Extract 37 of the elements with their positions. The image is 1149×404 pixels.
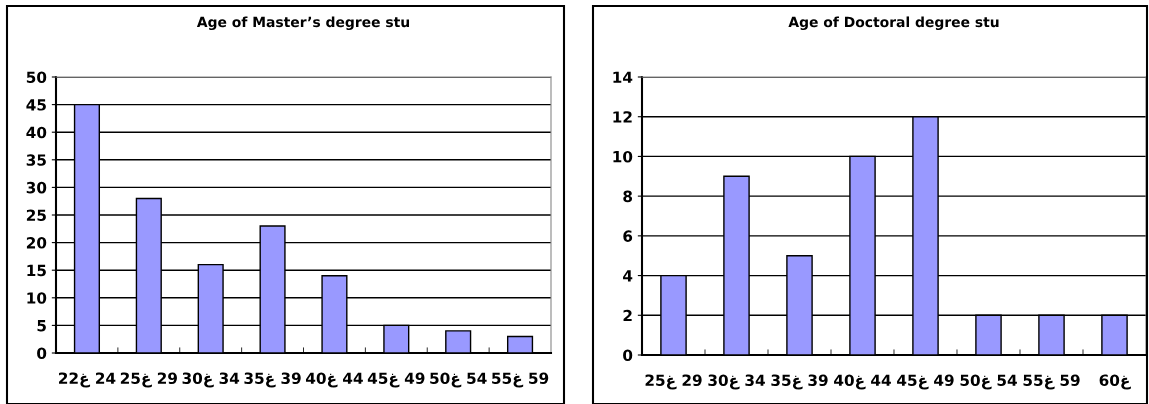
y-tick-label: 25 [26, 209, 46, 222]
x-tick-label: 40غ 44 [834, 374, 891, 390]
y-tick-label: 30 [26, 181, 47, 194]
y-tick-label: 5 [37, 320, 46, 332]
y-tick-label: 10 [27, 292, 47, 304]
y-tick-label: 50 [26, 71, 47, 84]
y-tick-label: 15 [27, 264, 46, 277]
x-tick-label: 35غ 39 [771, 374, 828, 390]
x-tick-label: 30غ 34 [708, 374, 765, 390]
chart-title: Age of Master’s degree stu [196, 16, 409, 30]
x-tick-label: 55غ 59 [492, 372, 549, 388]
x-tick-label: 45غ 49 [897, 374, 954, 390]
y-tick-label: 45 [26, 99, 46, 111]
y-tick-label: 2 [623, 309, 632, 322]
y-tick-label: 0 [623, 349, 633, 362]
y-tick-label: 8 [623, 190, 633, 203]
x-tick-label: 30غ 34 [182, 372, 240, 388]
y-tick-label: 12 [613, 111, 632, 123]
x-tick-label: 55غ 59 [1023, 374, 1080, 390]
x-tick-label: 35غ 39 [244, 372, 301, 388]
y-tick-label: 6 [623, 230, 633, 242]
y-tick-label: 40 [26, 126, 47, 139]
y-tick-label: 14 [613, 71, 633, 83]
x-tick-label: 40غ 44 [305, 372, 363, 388]
x-tick-label: 22غ 24 [59, 372, 116, 388]
y-tick-label: 0 [37, 347, 47, 360]
x-tick-label: 25غ 29 [120, 372, 177, 388]
x-tick-label: 25غ 29 [645, 374, 702, 390]
x-tick-label: 60غ [1099, 374, 1131, 390]
chart-title: Age of Doctoral degree stu [788, 16, 999, 30]
y-tick-label: 35 [26, 154, 46, 166]
x-tick-label: 50غ 54 [430, 372, 487, 388]
y-tick-label: 4 [623, 270, 633, 282]
y-tick-label: 10 [613, 150, 633, 163]
x-tick-label: 45غ 49 [367, 372, 425, 388]
y-tick-label: 20 [26, 237, 47, 249]
x-tick-label: 50غ 54 [960, 374, 1017, 390]
